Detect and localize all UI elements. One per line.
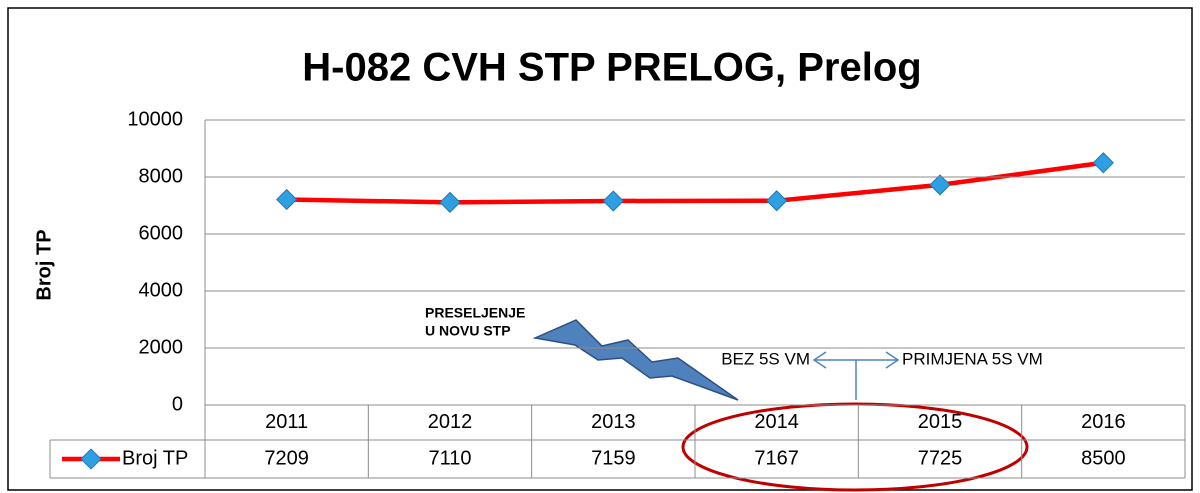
annotation: U NOVU STP bbox=[425, 323, 511, 339]
table-value: 8500 bbox=[1081, 447, 1126, 469]
marker bbox=[439, 191, 461, 213]
marker bbox=[276, 188, 298, 211]
y-tick-label: 10000 bbox=[127, 108, 183, 130]
x-tick-label: 2012 bbox=[428, 411, 473, 433]
series-line bbox=[286, 160, 1104, 205]
legend-label: Broj TP bbox=[122, 447, 188, 469]
y-tick-label: 8000 bbox=[139, 165, 184, 187]
table-value: 7159 bbox=[591, 447, 636, 469]
marker bbox=[1092, 152, 1114, 174]
x-tick-label: 2013 bbox=[591, 411, 636, 433]
marker bbox=[929, 174, 951, 196]
table-value: 7209 bbox=[264, 447, 309, 469]
y-axis-label: Broj TP bbox=[33, 229, 55, 300]
x-tick-label: 2016 bbox=[1081, 411, 1126, 433]
y-tick-label: 2000 bbox=[139, 336, 184, 358]
legend-marker bbox=[80, 448, 102, 470]
x-tick-label: 2015 bbox=[918, 411, 963, 433]
marker bbox=[602, 190, 624, 212]
table-value: 7110 bbox=[428, 447, 471, 469]
y-tick-label: 6000 bbox=[139, 222, 184, 244]
annotation: BEZ 5S VM bbox=[721, 349, 810, 368]
table-value: 7725 bbox=[918, 447, 963, 469]
annotation: PRIMJENA 5S VM bbox=[902, 349, 1043, 368]
chart-title: H-082 CVH STP PRELOG, Prelog bbox=[302, 46, 921, 90]
arrows bbox=[812, 351, 900, 400]
x-tick-label: 2014 bbox=[754, 411, 799, 433]
table-value: 7167 bbox=[754, 447, 799, 469]
y-tick-label: 4000 bbox=[139, 279, 184, 301]
highlight-ellipse bbox=[681, 402, 1029, 492]
lightning-shape bbox=[532, 319, 739, 401]
y-tick-label: 0 bbox=[172, 393, 183, 415]
marker bbox=[766, 190, 788, 212]
annotation: PRESELJENJE bbox=[425, 305, 525, 321]
x-tick-label: 2011 bbox=[265, 411, 308, 433]
